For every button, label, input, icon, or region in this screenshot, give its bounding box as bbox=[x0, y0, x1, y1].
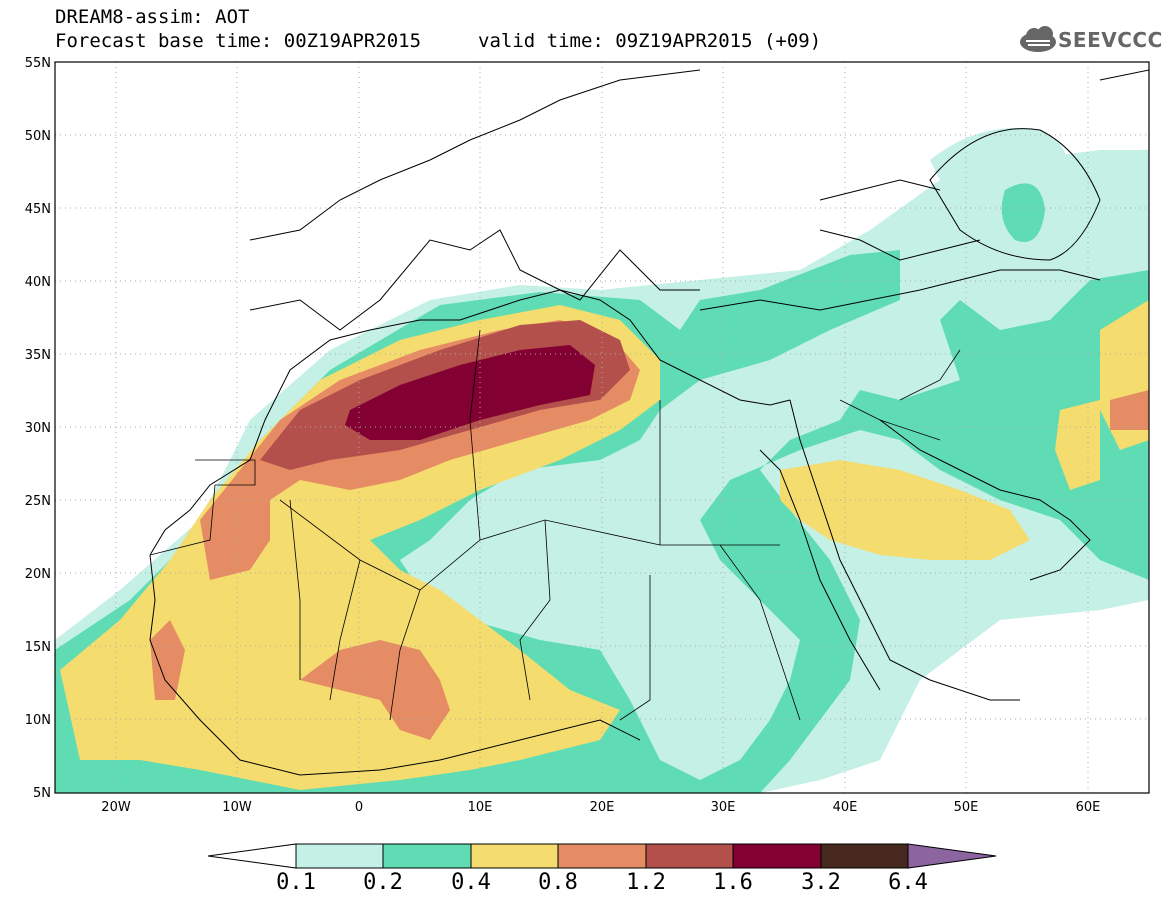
forecast-base-time: Forecast base time: 00Z19APR2015 bbox=[55, 30, 422, 52]
lon-tick-label: 40E bbox=[833, 800, 858, 815]
lat-axis: 55N 50N 45N 40N 35N 30N 25N 20N 15N 10N … bbox=[25, 56, 51, 801]
lon-tick-label: 10E bbox=[468, 800, 493, 815]
aot-band-0.1b bbox=[930, 128, 1067, 190]
country-borders bbox=[149, 329, 961, 721]
lon-tick-label: 20W bbox=[101, 800, 131, 815]
colorbar-label: 3.2 bbox=[801, 870, 841, 895]
aot-field bbox=[55, 128, 1149, 793]
map-frame bbox=[54, 61, 1150, 794]
valid-time: valid time: 09Z19APR2015 (+09) bbox=[478, 30, 822, 52]
colorbar-label: 6.4 bbox=[888, 870, 928, 895]
lat-tick-label: 35N bbox=[25, 348, 51, 363]
colorbar-label: 1.2 bbox=[626, 870, 666, 895]
colorbar-swatch-below bbox=[207, 843, 297, 869]
coastlines bbox=[149, 69, 1149, 776]
lon-axis: 20W 10W 0 10E 20E 30E 40E 50E 60E bbox=[101, 800, 1100, 815]
colorbar-label: 0.1 bbox=[276, 870, 316, 895]
colorbar-swatch-above bbox=[907, 843, 997, 869]
aot-band-0.2b bbox=[1001, 183, 1045, 242]
aot-band-1.6 bbox=[345, 345, 595, 440]
aot-band-0.4b bbox=[780, 460, 1030, 560]
lat-tick-label: 40N bbox=[25, 275, 51, 290]
colorbar-label: 0.2 bbox=[363, 870, 403, 895]
lat-tick-label: 50N bbox=[25, 129, 51, 144]
lon-tick-label: 20E bbox=[590, 800, 615, 815]
lat-tick-label: 20N bbox=[25, 567, 51, 582]
lat-tick-label: 15N bbox=[25, 640, 51, 655]
aot-band-0.8c bbox=[150, 620, 185, 700]
colorbar-swatch bbox=[645, 843, 734, 869]
aot-band-0.8d bbox=[1110, 390, 1149, 430]
colorbar-label: 1.6 bbox=[713, 870, 753, 895]
lat-tick-label: 30N bbox=[25, 421, 51, 436]
map-title: DREAM8-assim: AOT bbox=[55, 6, 250, 28]
colorbar-swatch bbox=[382, 843, 472, 869]
aot-band-0.8b bbox=[300, 640, 450, 740]
colorbar-swatch bbox=[820, 843, 909, 869]
colorbar-label: 0.4 bbox=[451, 870, 491, 895]
lat-tick-label: 5N bbox=[33, 786, 51, 801]
colorbar-swatch bbox=[732, 843, 822, 869]
lon-tick-label: 30E bbox=[711, 800, 736, 815]
colorbar-swatch bbox=[295, 843, 384, 869]
lon-tick-label: 60E bbox=[1076, 800, 1101, 815]
lat-tick-label: 55N bbox=[25, 56, 51, 71]
colorbar-label: 0.8 bbox=[538, 870, 578, 895]
aot-band-0.4d bbox=[1055, 400, 1100, 490]
lat-tick-label: 45N bbox=[25, 202, 51, 217]
colorbar-swatch bbox=[470, 843, 559, 869]
colorbar bbox=[207, 843, 997, 869]
lat-tick-label: 10N bbox=[25, 713, 51, 728]
colorbar-swatch bbox=[557, 843, 647, 869]
seevccc-logo bbox=[1020, 26, 1056, 52]
cloud-icon bbox=[1020, 26, 1056, 52]
graticule bbox=[55, 62, 1149, 793]
lat-tick-label: 25N bbox=[25, 494, 51, 509]
lon-tick-label: 0 bbox=[355, 800, 363, 815]
lon-tick-label: 50E bbox=[954, 800, 979, 815]
lon-tick-label: 10W bbox=[222, 800, 252, 815]
logo-text: SEEVCCC bbox=[1058, 28, 1163, 52]
